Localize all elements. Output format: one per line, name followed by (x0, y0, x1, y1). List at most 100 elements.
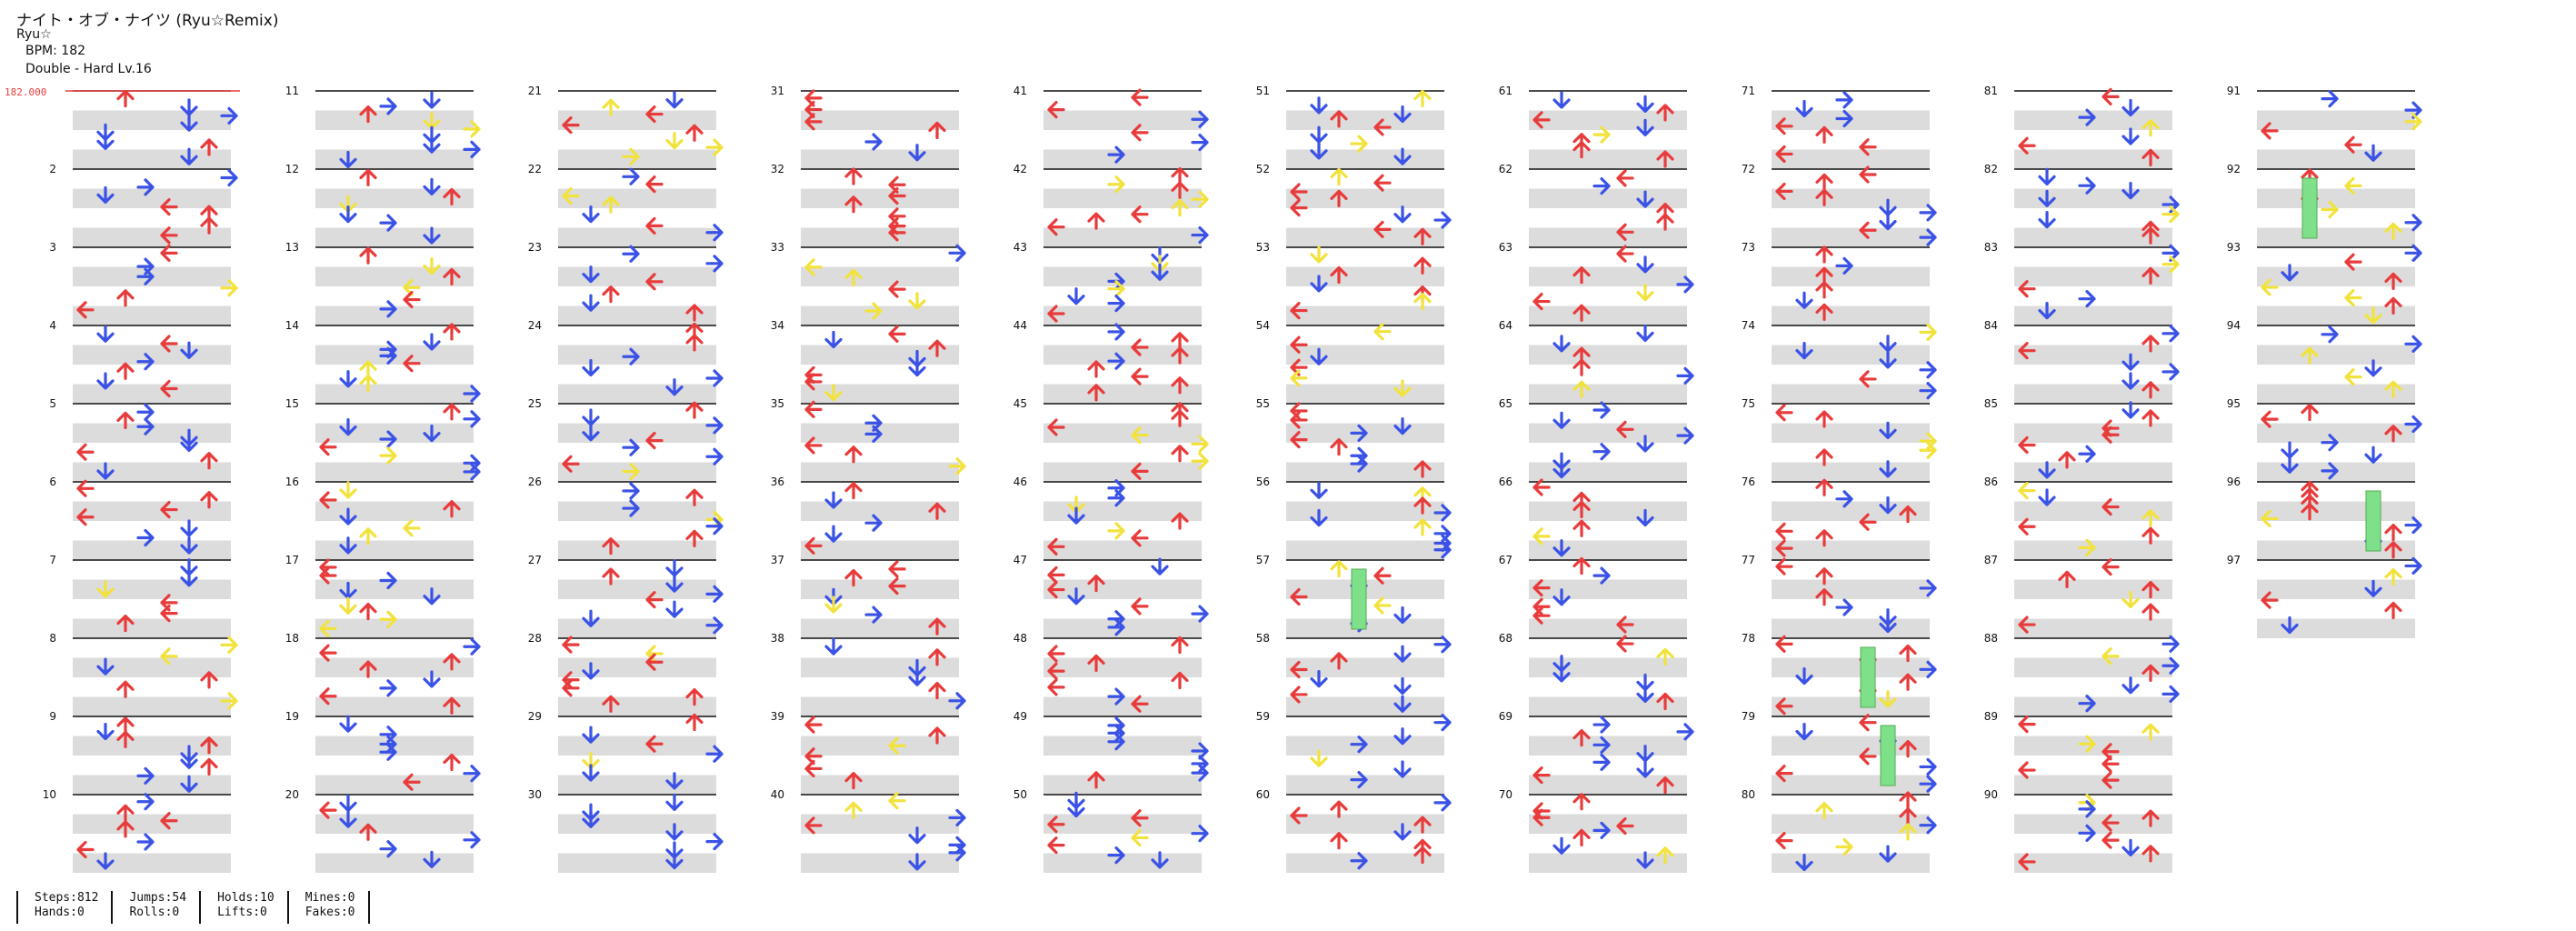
step-arrow (1879, 421, 1897, 439)
step-arrow (824, 596, 843, 614)
beat-stripe (73, 149, 231, 169)
beat-stripe (2014, 149, 2172, 169)
step-arrow (1676, 366, 1694, 385)
step-arrow (2142, 226, 2160, 245)
beat-stripe (315, 462, 474, 482)
beat-stripe (1529, 462, 1687, 482)
step-arrow (1656, 104, 1674, 122)
measure-number: 14 (285, 319, 299, 332)
step-arrow (2281, 441, 2299, 459)
step-arrow (2142, 845, 2160, 863)
step-arrow (1393, 416, 1412, 435)
step-arrow (928, 502, 946, 520)
step-arrow (339, 581, 357, 600)
step-arrow (1533, 579, 1551, 597)
step-arrow (1310, 481, 1328, 499)
beat-stripe (315, 853, 474, 873)
step-arrow (136, 353, 155, 371)
step-arrow (705, 255, 724, 273)
step-arrow (705, 833, 724, 851)
beat-stripe (2014, 384, 2172, 404)
beat-stripe (2257, 501, 2415, 521)
step-arrow (319, 801, 337, 819)
measure-number: 23 (528, 241, 542, 254)
step-arrow (2038, 461, 2056, 479)
step-arrow (1533, 766, 1551, 785)
step-arrow (705, 616, 724, 635)
step-arrow (1616, 816, 1634, 836)
beat-stripe (1286, 110, 1444, 130)
step-arrow (2344, 253, 2362, 271)
step-arrow (1107, 687, 1125, 706)
beat-stripe (2014, 305, 2172, 325)
step-arrow (1553, 588, 1571, 606)
step-arrow (1879, 690, 1897, 708)
step-arrow (359, 246, 377, 265)
step-arrow (1067, 587, 1085, 606)
step-arrow (1433, 636, 1452, 654)
step-arrow (443, 500, 461, 518)
measure-number: 10 (43, 788, 56, 801)
step-arrow (1433, 714, 1452, 732)
measure-number: 69 (1499, 710, 1513, 723)
step-arrow (200, 736, 218, 755)
step-arrow (1835, 598, 1853, 616)
measure-number: 40 (771, 788, 784, 801)
step-arrow (582, 609, 600, 627)
measure-number: 4 (49, 319, 56, 332)
beat-stripe (1529, 853, 1687, 873)
step-arrow (76, 301, 95, 319)
step-arrow (1593, 566, 1611, 585)
step-arrow (1310, 275, 1328, 293)
step-arrow (1899, 673, 1917, 691)
step-arrow (2078, 290, 2096, 308)
step-arrow (379, 610, 397, 628)
step-arrow (2142, 381, 2160, 399)
beat-stripe (2257, 384, 2415, 404)
hold-note (2365, 490, 2381, 552)
step-arrow (685, 304, 704, 322)
beat-stripe (1529, 423, 1687, 443)
step-arrow (1433, 211, 1452, 229)
step-arrow (379, 446, 397, 465)
step-arrow (180, 569, 198, 587)
step-arrow (2142, 664, 2160, 682)
beat-stripe (801, 775, 959, 795)
step-arrow (2321, 200, 2339, 219)
step-arrow (1899, 791, 1917, 809)
beat-stripe (801, 305, 959, 325)
step-arrow (1393, 760, 1412, 778)
step-arrow (804, 536, 823, 555)
beat-stripe (73, 736, 231, 756)
step-arrow (908, 826, 926, 845)
beat-stripe (2257, 227, 2415, 247)
step-arrow (1373, 566, 1392, 585)
measure-number: 95 (2227, 397, 2241, 410)
step-arrow (359, 602, 377, 621)
beat-stripe (801, 736, 959, 756)
step-arrow (908, 668, 926, 686)
beat-stripe (2014, 814, 2172, 834)
beat-stripe (801, 618, 959, 638)
beat-stripe (1286, 814, 1444, 834)
beat-stripe (73, 540, 231, 560)
step-arrow (1413, 816, 1432, 834)
step-arrow (2038, 488, 2056, 506)
step-arrow (602, 695, 620, 713)
step-arrow (339, 810, 357, 828)
step-arrow (160, 244, 178, 262)
step-arrow (1047, 580, 1065, 599)
step-arrow (1087, 771, 1105, 789)
beat-stripe (1772, 305, 1930, 325)
step-arrow (2281, 264, 2299, 282)
beat-stripe (2257, 149, 2415, 169)
measure-number: 59 (1256, 710, 1270, 723)
step-arrow (602, 285, 620, 304)
step-arrow (220, 692, 238, 710)
step-arrow (96, 462, 115, 480)
beat-stripe (1529, 384, 1687, 404)
step-arrow (2344, 368, 2362, 386)
step-arrow (160, 379, 178, 398)
song-artist: Ryu☆ (16, 27, 52, 42)
step-arrow (379, 743, 397, 761)
